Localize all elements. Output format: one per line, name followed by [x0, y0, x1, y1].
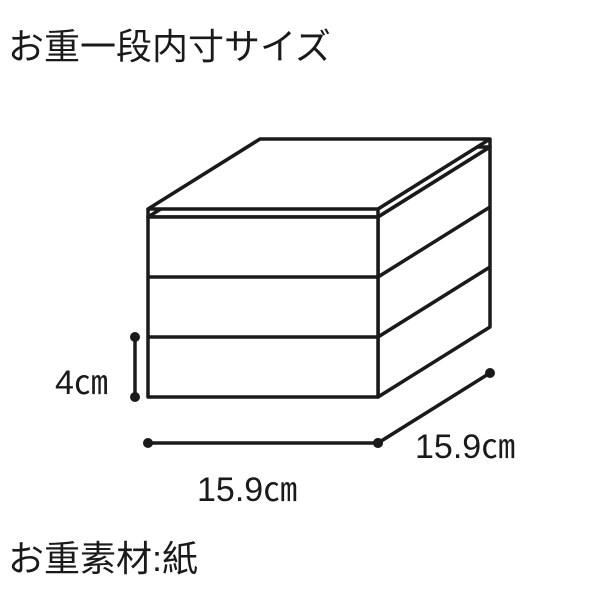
diagram-title: お重一段内寸サイズ — [8, 18, 331, 70]
diagram-canvas: お重一段内寸サイズ お重素材:紙 4㎝ 15.9㎝ 15.9㎝ — [0, 0, 600, 600]
box-drawing — [0, 0, 600, 600]
depth-dimension-label: 15.9㎝ — [415, 419, 515, 468]
material-label: お重素材:紙 — [8, 530, 198, 582]
height-dimension-label: 4㎝ — [55, 355, 108, 404]
width-dimension-label: 15.9㎝ — [197, 462, 297, 511]
